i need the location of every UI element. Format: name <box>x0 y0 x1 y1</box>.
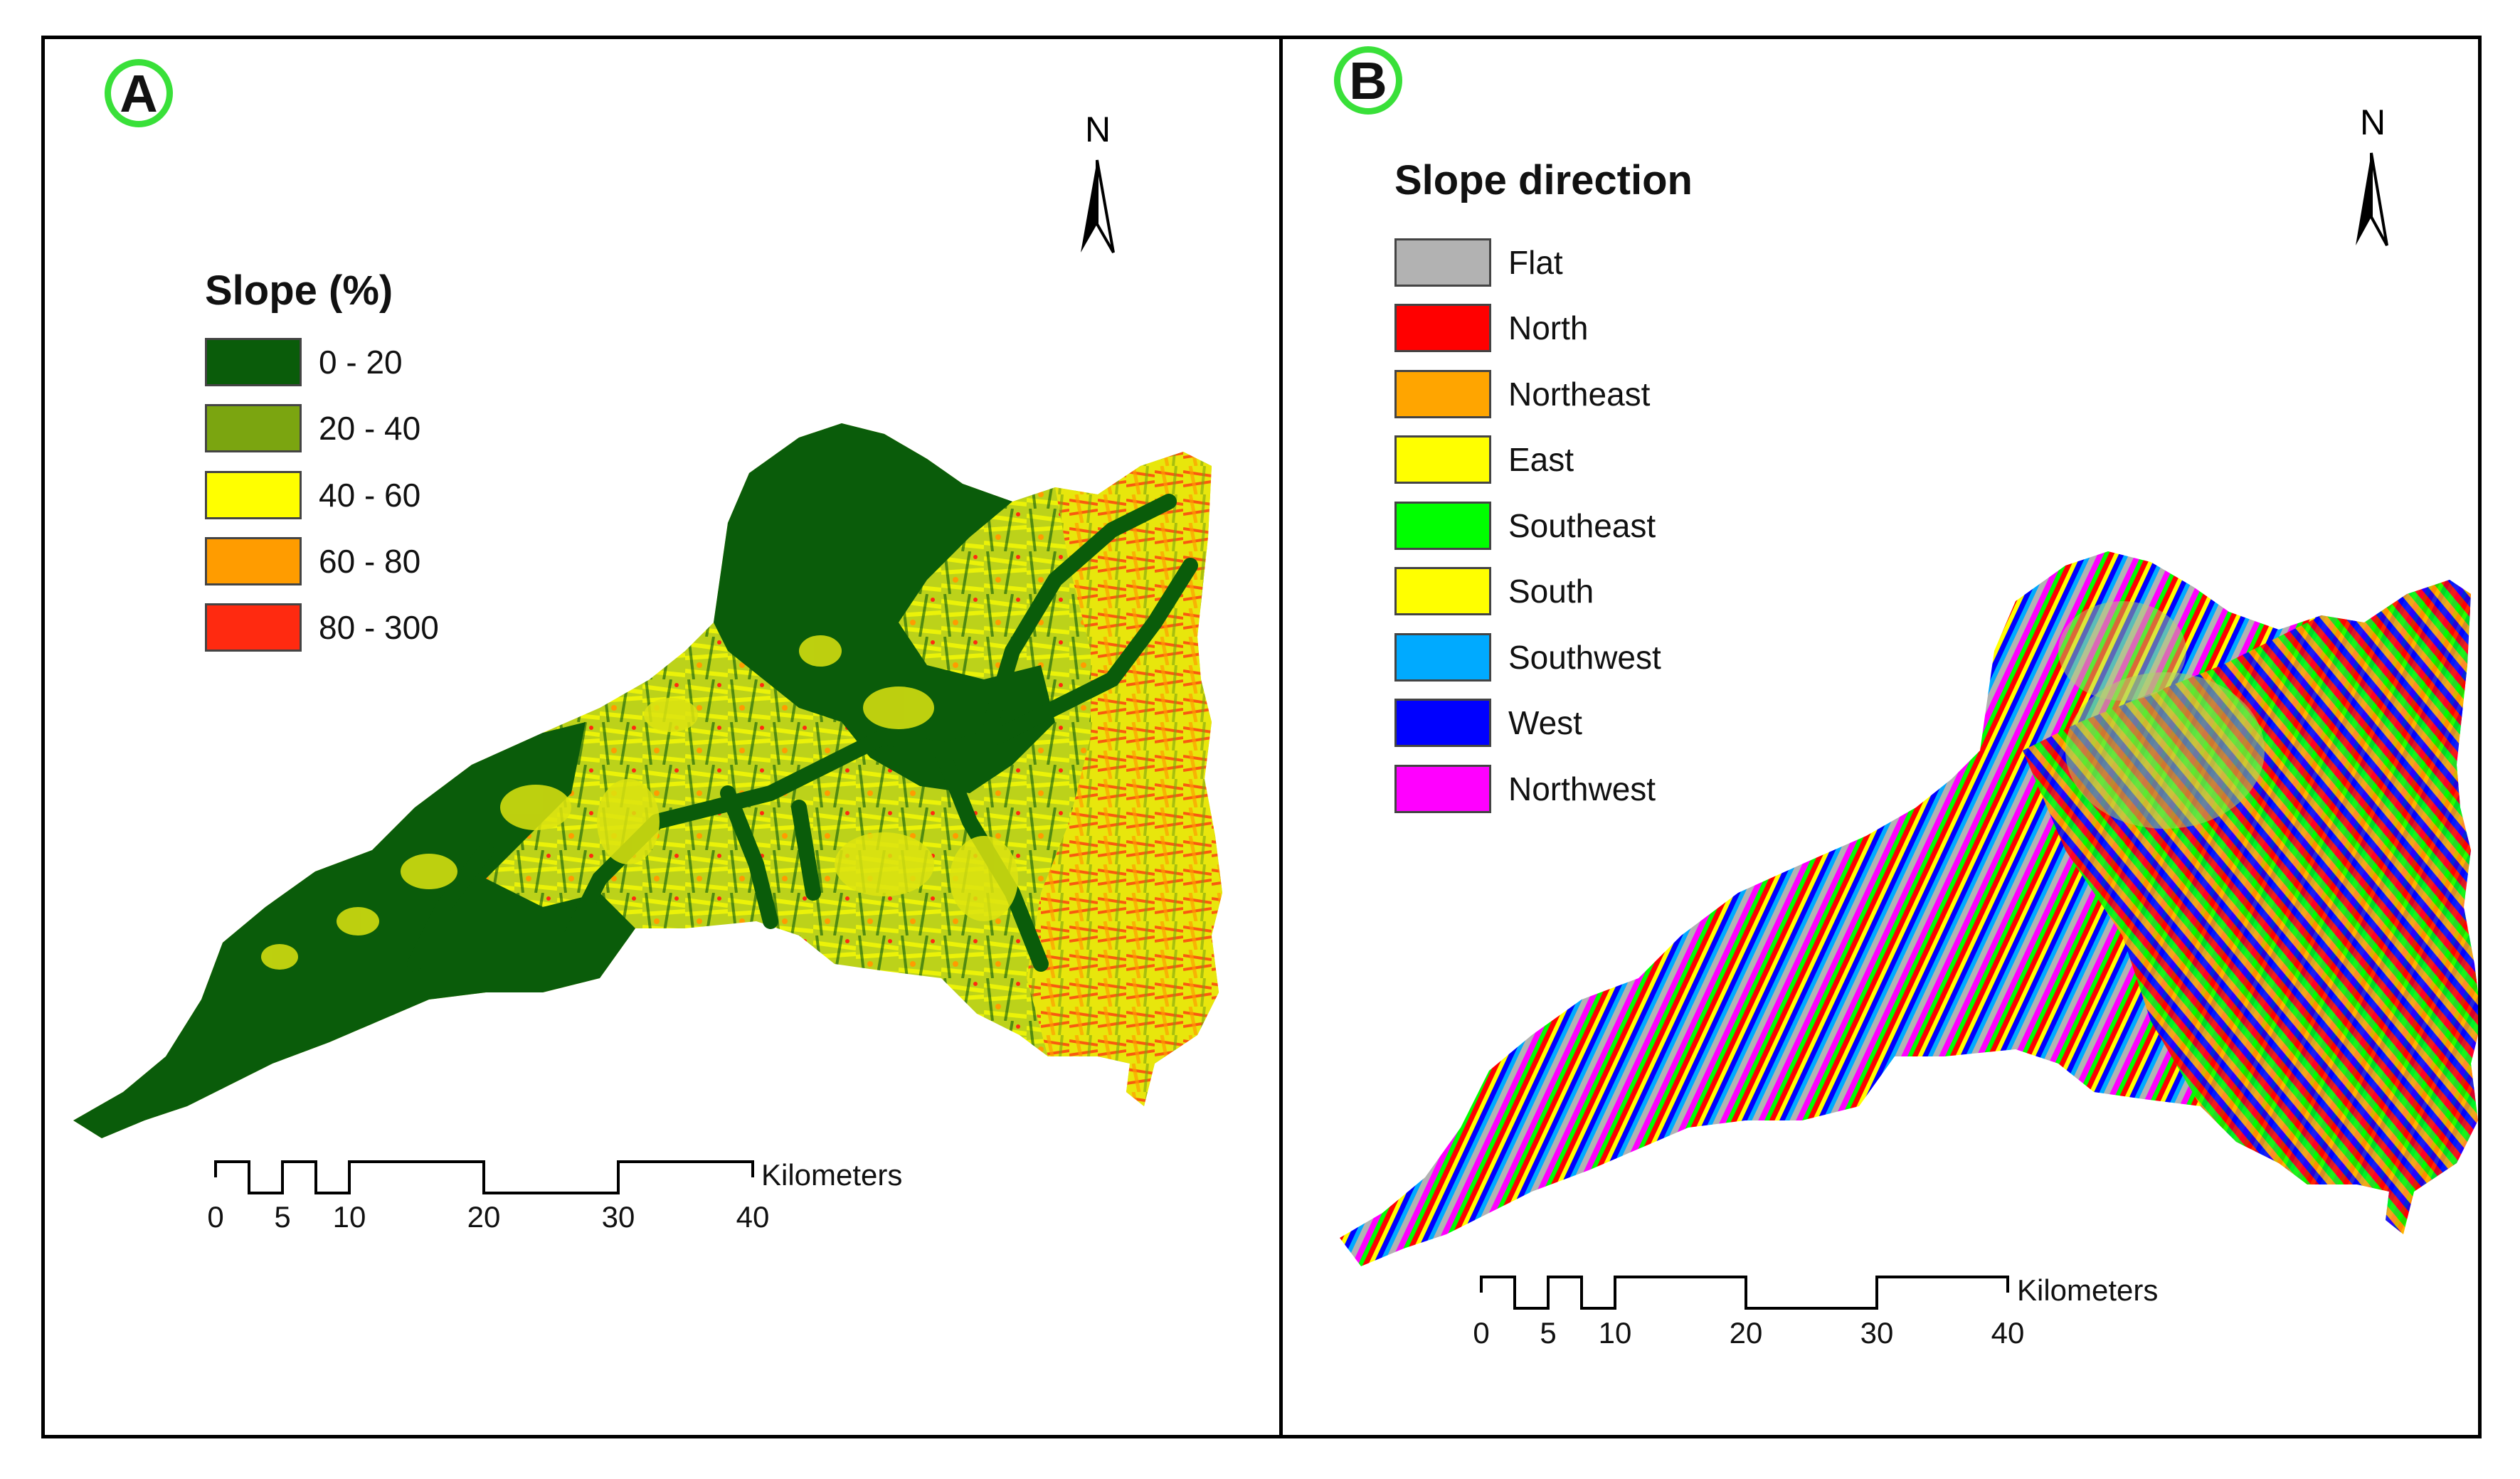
legend-item: Flat <box>1394 238 1563 287</box>
legend-item: 0 - 20 <box>205 338 403 386</box>
scale-tick: 0 <box>1473 1316 1490 1350</box>
panel-a-map-svg <box>73 159 1222 1194</box>
legend-swatch <box>205 537 302 585</box>
legend-item: East <box>1394 435 1574 484</box>
legend-swatch <box>1394 238 1491 287</box>
legend-item: South <box>1394 567 1594 615</box>
legend-swatch <box>205 471 302 519</box>
scale-tick: 10 <box>1598 1316 1632 1350</box>
scale-tick: 40 <box>1991 1316 2025 1350</box>
scale-unit: Kilometers <box>761 1158 903 1192</box>
legend-label: Southwest <box>1508 639 1661 676</box>
north-label: N <box>2360 102 2386 142</box>
legend-label: 20 - 40 <box>319 410 421 447</box>
legend-label: Southeast <box>1508 507 1656 544</box>
north-label: N <box>1085 110 1111 149</box>
legend-swatch <box>1394 765 1491 813</box>
legend-item: Northwest <box>1394 765 1656 813</box>
map-frame <box>41 36 2482 1438</box>
legend-label: 40 - 60 <box>319 477 421 514</box>
scale-tick: 40 <box>736 1200 770 1234</box>
legend-item: West <box>1394 699 1582 747</box>
legend-item: Southwest <box>1394 633 1661 682</box>
legend-label: South <box>1508 573 1594 610</box>
legend-label: 80 - 300 <box>319 609 439 646</box>
legend-swatch <box>205 603 302 652</box>
scale-tick: 30 <box>601 1200 635 1234</box>
legend-label: Northeast <box>1508 376 1651 413</box>
scale-bar <box>1480 1276 2009 1310</box>
legend-title: Slope (%) <box>205 267 393 314</box>
legend-label: East <box>1508 441 1574 478</box>
legend-swatch <box>205 338 302 386</box>
panel-a-slope-map: A N Slope (%) 0 - 20 20 - 40 40 - 60 60 … <box>45 39 1279 1435</box>
panel-b-map-svg <box>1340 152 2478 1310</box>
legend-label: 0 - 20 <box>319 344 403 381</box>
legend-swatch <box>205 404 302 452</box>
scale-tick: 20 <box>467 1200 501 1234</box>
legend-label: North <box>1508 309 1589 346</box>
scale-tick: 30 <box>1860 1316 1894 1350</box>
panel-a-badge: A <box>105 59 173 127</box>
legend-swatch <box>1394 633 1491 682</box>
legend-swatch <box>1394 502 1491 550</box>
north-arrow-icon <box>2356 152 2388 246</box>
scale-tick: 0 <box>207 1200 224 1234</box>
legend-item: 80 - 300 <box>205 603 439 652</box>
legend-label: 60 - 80 <box>319 543 421 580</box>
scale-unit: Kilometers <box>2017 1273 2159 1307</box>
legend-title: Slope direction <box>1394 157 1693 203</box>
legend-label: Flat <box>1508 244 1563 281</box>
panel-b-aspect-map: B N Slope direction Flat North Northeast… <box>1283 39 2478 1435</box>
legend-label: Northwest <box>1508 770 1656 807</box>
legend-label: West <box>1508 704 1582 741</box>
scale-bar <box>214 1160 754 1194</box>
legend-swatch <box>1394 699 1491 747</box>
scale-tick: 5 <box>1540 1316 1557 1350</box>
panel-b-watershed <box>1340 551 2478 1266</box>
legend-item: 20 - 40 <box>205 404 420 452</box>
legend-swatch <box>1394 435 1491 484</box>
legend-item: North <box>1394 304 1588 352</box>
legend-swatch <box>1394 370 1491 418</box>
legend-item: Northeast <box>1394 370 1650 418</box>
panel-a-watershed <box>73 423 1222 1138</box>
legend-swatch <box>1394 304 1491 352</box>
north-arrow-icon <box>1081 159 1115 253</box>
scale-tick: 5 <box>274 1200 291 1234</box>
scale-tick: 10 <box>332 1200 366 1234</box>
panel-divider <box>1279 36 1283 1438</box>
legend-item: 60 - 80 <box>205 537 420 585</box>
legend-swatch <box>1394 567 1491 615</box>
panel-b-badge: B <box>1334 46 1402 115</box>
legend-item: Southeast <box>1394 502 1656 550</box>
scale-tick: 20 <box>1729 1316 1763 1350</box>
legend-item: 40 - 60 <box>205 471 420 519</box>
